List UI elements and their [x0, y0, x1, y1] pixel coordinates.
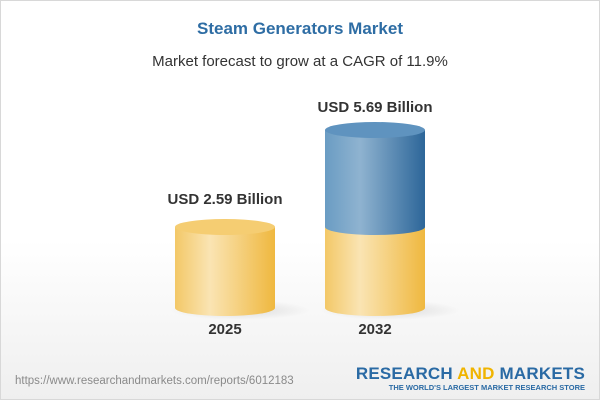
- chart-title: Steam Generators Market: [197, 19, 403, 38]
- chart-subtitle: Market forecast to grow at a CAGR of 11.…: [152, 53, 448, 70]
- data-label-2025: USD 2.59 Billion: [167, 191, 282, 208]
- category-label-2032: 2032: [358, 321, 391, 338]
- source-url[interactable]: https://www.researchandmarkets.com/repor…: [15, 375, 294, 387]
- bar-base-2025: [175, 226, 275, 316]
- bar-growth-2032-top: [325, 122, 425, 138]
- category-label-2025: 2025: [208, 321, 241, 338]
- research-and-markets-logo: RESEARCH AND MARKETS THE WORLD'S LARGEST…: [355, 364, 585, 393]
- bar-base-2032: [325, 226, 425, 316]
- bar-growth-2032: [325, 130, 425, 235]
- bar-base-2025-top: [175, 218, 275, 235]
- logo-tagline: THE WORLD'S LARGEST MARKET RESEARCH STOR…: [388, 383, 585, 392]
- data-label-2032: USD 5.69 Billion: [317, 99, 432, 116]
